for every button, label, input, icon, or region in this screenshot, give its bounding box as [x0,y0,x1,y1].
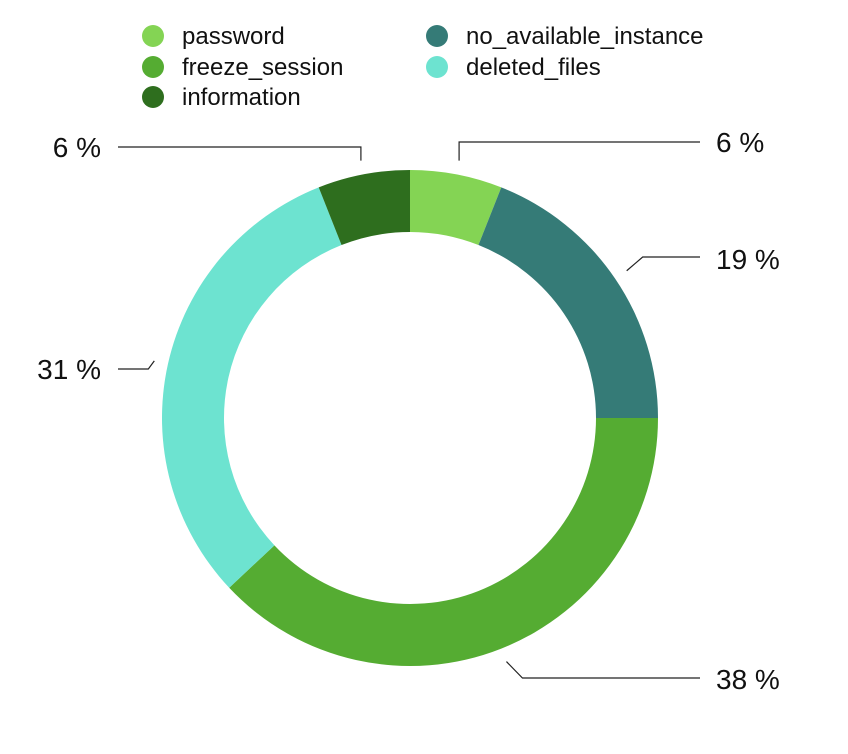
legend-swatch-deleted-files [426,56,448,78]
leader-line-deleted-files [118,360,155,370]
slice-no-available-instance [478,187,658,418]
value-label-no-available-instance: 19 % [716,244,780,275]
slice-labels: 6 % 19 % 38 % 31 % 6 % [37,127,780,695]
legend-label-freeze-session: freeze_session [182,54,343,81]
slice-information [318,170,410,246]
chart-legend: password freeze_session information no_avai… [142,23,704,111]
leader-line-password [458,141,700,161]
leader-line-information [118,146,362,161]
legend-label-password: password [182,23,285,50]
legend-label-information: information [182,84,301,111]
value-label-information: 6 % [53,132,101,163]
slice-freeze-session [229,418,659,667]
legend-swatch-freeze-session [142,56,164,78]
legend-label-no-available-instance: no_available_instance [466,23,704,50]
legend-swatch-no-available-instance [426,25,448,47]
value-label-password: 6 % [716,127,764,158]
slice-password [410,170,502,246]
legend-swatch-password [142,25,164,47]
donut-slices [161,170,659,667]
leader-line-no-available-instance [626,256,700,272]
value-label-deleted-files: 31 % [37,354,101,385]
slice-deleted-files [161,187,342,588]
legend-label-deleted-files: deleted_files [466,54,601,81]
legend-swatch-information [142,86,164,108]
leader-line-freeze-session [506,661,700,679]
value-label-freeze-session: 38 % [716,664,780,695]
